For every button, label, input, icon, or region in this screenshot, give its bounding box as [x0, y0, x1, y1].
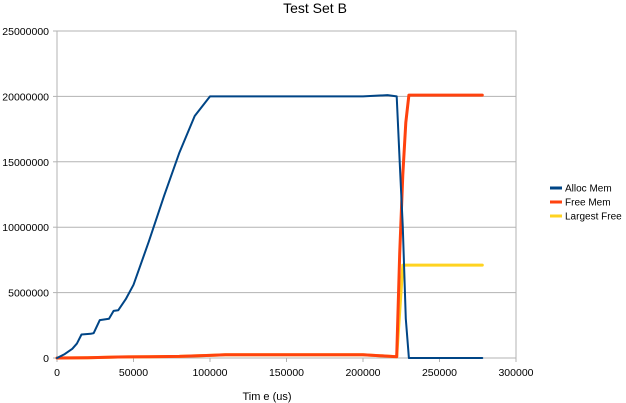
- x-axis-title: Tim e (us): [242, 391, 291, 403]
- x-tick-label: 0: [54, 367, 60, 379]
- x-axis-ticks: 0 50000 100000 150000 200000 250000 300000: [54, 367, 534, 379]
- chart-title: Test Set B: [283, 0, 347, 16]
- series-line-largest-free: [55, 263, 484, 360]
- y-tick-label: 25000000: [2, 26, 49, 38]
- legend-label: Largest Free: [565, 212, 622, 223]
- legend: Alloc Mem Free Mem Largest Free: [550, 184, 622, 223]
- series-line-free-mem: [55, 93, 484, 360]
- x-tick-label: 50000: [119, 367, 148, 379]
- x-tick-label: 300000: [498, 367, 533, 379]
- y-tick-label: 15000000: [2, 157, 49, 169]
- x-tick-label: 250000: [422, 367, 457, 379]
- legend-label: Free Mem: [565, 198, 611, 209]
- legend-label: Alloc Mem: [565, 184, 612, 195]
- y-axis-ticks: 0 5000000 10000000 15000000 20000000 25000000: [2, 26, 49, 365]
- x-tick-label: 150000: [269, 367, 304, 379]
- x-tick-label: 100000: [192, 367, 227, 379]
- series-lines: [55, 93, 484, 360]
- series-line-alloc-mem: [56, 94, 484, 359]
- y-tick-label: 5000000: [8, 288, 49, 300]
- plot-area-border: [56, 30, 517, 359]
- y-tick-label: 10000000: [2, 222, 49, 234]
- x-tick-label: 200000: [345, 367, 380, 379]
- y-tick-label: 20000000: [2, 91, 49, 103]
- y-tick-label: 0: [43, 353, 49, 365]
- grid: [53, 30, 517, 362]
